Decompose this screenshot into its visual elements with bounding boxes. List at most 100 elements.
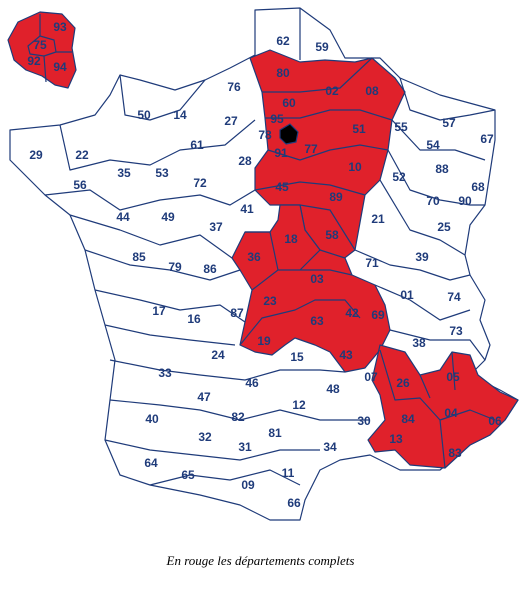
department-label-72: 72 [193, 176, 207, 190]
department-label-35: 35 [117, 166, 131, 180]
department-label-11: 11 [282, 466, 295, 480]
idf-inset [7, 11, 77, 89]
paris-spot [279, 123, 299, 145]
department-label-22: 22 [75, 148, 89, 162]
department-label-28: 28 [238, 154, 252, 168]
department-label-43: 43 [339, 348, 353, 362]
department-label-92: 92 [27, 54, 41, 68]
department-label-45: 45 [275, 180, 289, 194]
department-label-94: 94 [53, 60, 67, 74]
department-label-83: 83 [448, 446, 462, 460]
department-label-39: 39 [415, 250, 429, 264]
department-label-67: 67 [480, 132, 494, 146]
department-label-15: 15 [290, 350, 304, 364]
department-label-71: 71 [365, 256, 379, 270]
department-label-65: 65 [181, 468, 195, 482]
department-label-33: 33 [158, 366, 172, 380]
department-label-66: 66 [287, 496, 301, 510]
department-label-42: 42 [345, 306, 359, 320]
department-label-44: 44 [116, 210, 130, 224]
department-label-77: 77 [304, 142, 318, 156]
department-label-01: 01 [400, 288, 414, 302]
department-label-23: 23 [263, 294, 277, 308]
department-label-47: 47 [197, 390, 211, 404]
department-label-19: 19 [257, 334, 271, 348]
department-label-36: 36 [247, 250, 261, 264]
department-label-48: 48 [326, 382, 340, 396]
department-label-54: 54 [426, 138, 440, 152]
department-borders [44, 8, 496, 486]
department-label-46: 46 [245, 376, 259, 390]
department-label-37: 37 [209, 220, 223, 234]
department-label-84: 84 [401, 412, 415, 426]
department-label-13: 13 [389, 432, 403, 446]
department-label-26: 26 [396, 376, 410, 390]
department-label-95: 95 [270, 112, 284, 126]
department-label-91: 91 [274, 146, 288, 160]
department-label-87: 87 [230, 306, 244, 320]
department-label-57: 57 [442, 116, 456, 130]
department-label-09: 09 [241, 478, 255, 492]
department-label-38: 38 [412, 336, 426, 350]
department-label-88: 88 [435, 162, 449, 176]
department-label-04: 04 [444, 406, 458, 420]
department-label-05: 05 [446, 370, 460, 384]
department-label-07: 07 [364, 370, 378, 384]
department-label-80: 80 [276, 66, 290, 80]
red-region-north [249, 49, 406, 261]
department-label-90: 90 [458, 194, 472, 208]
department-label-25: 25 [437, 220, 451, 234]
department-label-75: 75 [33, 38, 47, 52]
department-label-29: 29 [29, 148, 43, 162]
department-label-69: 69 [371, 308, 385, 322]
department-label-17: 17 [152, 304, 166, 318]
department-label-49: 49 [161, 210, 175, 224]
department-label-63: 63 [310, 314, 324, 328]
department-label-62: 62 [276, 34, 290, 48]
department-label-32: 32 [198, 430, 212, 444]
department-label-78: 78 [258, 128, 272, 142]
department-label-82: 82 [231, 410, 245, 424]
department-label-74: 74 [447, 290, 461, 304]
red-region-south-east [367, 344, 519, 469]
department-label-34: 34 [323, 440, 337, 454]
department-label-12: 12 [292, 398, 306, 412]
department-label-68: 68 [471, 180, 485, 194]
department-label-76: 76 [227, 80, 241, 94]
red-region-center [231, 204, 391, 373]
department-label-56: 56 [73, 178, 87, 192]
department-label-64: 64 [144, 456, 158, 470]
department-label-03: 03 [310, 272, 324, 286]
department-label-02: 02 [325, 84, 339, 98]
department-label-52: 52 [392, 170, 406, 184]
department-label-70: 70 [426, 194, 440, 208]
department-label-50: 50 [137, 108, 151, 122]
department-label-86: 86 [203, 262, 217, 276]
department-label-93: 93 [53, 20, 67, 34]
department-label-40: 40 [145, 412, 159, 426]
department-label-08: 08 [365, 84, 379, 98]
department-label-85: 85 [132, 250, 146, 264]
department-label-55: 55 [394, 120, 408, 134]
department-label-06: 06 [488, 414, 502, 428]
department-label-27: 27 [224, 114, 238, 128]
department-label-81: 81 [268, 426, 282, 440]
department-label-41: 41 [240, 202, 254, 216]
department-label-10: 10 [348, 160, 362, 174]
department-label-18: 18 [284, 232, 298, 246]
department-label-89: 89 [329, 190, 343, 204]
department-label-16: 16 [187, 312, 201, 326]
department-label-79: 79 [168, 260, 182, 274]
department-label-61: 61 [190, 138, 204, 152]
department-label-14: 14 [173, 108, 187, 122]
idf-inset-divider [39, 14, 72, 83]
department-label-60: 60 [282, 96, 296, 110]
department-label-21: 21 [371, 212, 385, 226]
department-label-31: 31 [238, 440, 252, 454]
map-caption: En rouge les départements complets [166, 553, 355, 568]
department-label-24: 24 [211, 348, 225, 362]
department-label-30: 30 [357, 414, 371, 428]
department-label-73: 73 [449, 324, 463, 338]
department-label-58: 58 [325, 228, 339, 242]
